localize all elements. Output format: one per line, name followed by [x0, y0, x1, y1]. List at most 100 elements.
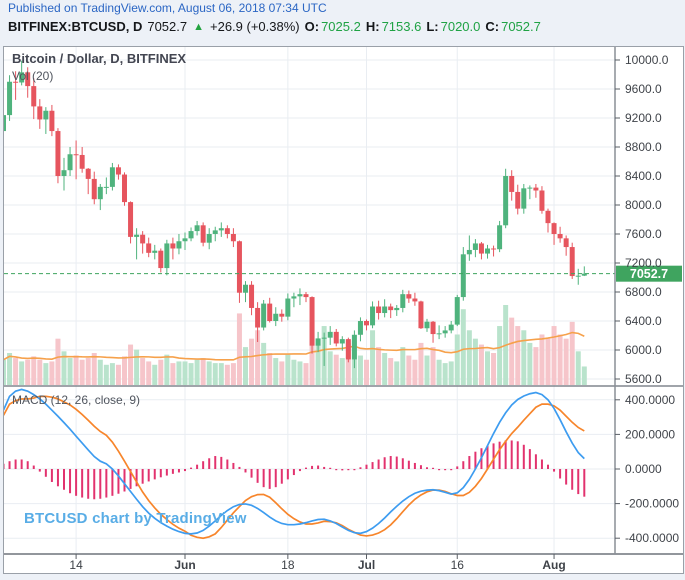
candle-body: [406, 294, 412, 299]
candle-body: [73, 154, 79, 156]
candle-body: [442, 330, 448, 334]
volume-bar: [19, 361, 25, 385]
candle-body: [315, 338, 321, 346]
volume-bar: [575, 351, 581, 385]
candle-body: [412, 298, 418, 302]
candle-body: [218, 228, 224, 231]
candle-body: [394, 307, 400, 311]
price-axis-label: 8800.0: [625, 140, 662, 154]
candle-body: [140, 234, 146, 244]
candle-body: [115, 167, 121, 175]
volume-bar: [43, 363, 49, 385]
candle-body: [109, 167, 115, 187]
chart-canvas[interactable]: 7052.7 10000.0 9600.0 9200.0 8800.0 8400.0 800…: [1, 47, 683, 573]
candle-body: [388, 306, 394, 311]
candle-body: [122, 174, 127, 203]
volume-bar: [388, 358, 394, 385]
volume-bar: [285, 354, 291, 385]
candle-body: [569, 247, 575, 277]
candle-body: [557, 234, 563, 239]
volume-bar: [55, 338, 61, 385]
price-axis-label: 6800.0: [625, 285, 662, 299]
volume-bar: [230, 363, 236, 385]
candle-body: [97, 186, 103, 200]
volume-bar: [176, 361, 182, 385]
volume-bar: [466, 330, 472, 385]
candle-body: [503, 176, 509, 226]
candle-body: [491, 248, 497, 250]
candle-body: [182, 238, 188, 242]
candle-body: [170, 243, 176, 249]
volume-bar: [485, 351, 490, 385]
volume-bar: [472, 338, 478, 385]
candle-body: [460, 254, 466, 298]
volume-bar: [158, 359, 164, 385]
volume-bar: [182, 361, 188, 385]
volume-bar: [273, 358, 279, 385]
symbol-info-bar: BITFINEX:BTCUSD, D 7052.7 ▲ +26.9 (+0.38…: [8, 19, 541, 34]
candle-body: [194, 225, 200, 232]
candle-body: [43, 110, 49, 120]
volume-bar: [243, 347, 248, 385]
candle-body: [25, 72, 31, 87]
ohlc-close: C: 7052.7: [485, 19, 541, 34]
volume-bar: [291, 359, 297, 385]
volume-bar: [400, 347, 406, 385]
time-axis-label: 18: [281, 558, 295, 572]
volume-ma-polyline: [3, 331, 585, 361]
candle-body: [128, 202, 134, 237]
volume-bar: [551, 326, 557, 385]
candle-body: [19, 72, 25, 83]
volume-bar: [85, 358, 91, 385]
macd-axis-labels: 400.0000 200.0000 0.0000 -200.0000 -400.0000: [615, 393, 679, 545]
candle-body: [478, 243, 484, 254]
volume-bar: [79, 359, 85, 385]
volume-bar: [103, 364, 109, 385]
candle-body: [267, 303, 273, 321]
time-axis-label: Jul: [358, 558, 375, 572]
volume-bar: [521, 330, 527, 385]
chart-container: 7052.7 10000.0 9600.0 9200.0 8800.0 8400.0 800…: [1, 46, 684, 574]
volume-bar: [545, 338, 551, 385]
time-axis-label: Aug: [542, 558, 565, 572]
volume-bar: [563, 338, 569, 385]
candle-body: [327, 331, 333, 338]
candle-body: [364, 321, 369, 326]
price-axis-label: 5600.0: [625, 372, 662, 386]
candle-body: [91, 178, 97, 200]
volume-bar: [279, 361, 285, 385]
volume-bar: [412, 359, 418, 385]
candle-body: [382, 306, 388, 314]
price-axis-label: 9600.0: [625, 82, 662, 96]
candle-body: [134, 234, 140, 237]
candle-body: [309, 297, 315, 346]
volume-bar: [394, 361, 400, 385]
volume-bar: [533, 347, 539, 385]
volume-bar: [515, 326, 521, 385]
candle-body: [357, 321, 363, 335]
candle-body: [400, 294, 406, 308]
volume-bar: [122, 356, 127, 385]
symbol-change: +26.9 (+0.38%): [210, 19, 300, 34]
volume-bar: [109, 363, 115, 385]
volume-bars-layer: [1, 305, 587, 385]
candle-body: [497, 225, 503, 250]
volume-bar: [170, 363, 176, 385]
time-axis-labels: 14 Jun 18 Jul 16 Aug: [69, 554, 566, 572]
grid-layer: [4, 47, 615, 554]
symbol-name: BITFINEX:BTCUSD, D: [8, 19, 143, 34]
volume-bar: [91, 353, 97, 385]
candle-body: [539, 190, 545, 211]
candle-body: [291, 296, 297, 299]
volume-bar: [442, 363, 448, 385]
candle-body: [13, 81, 19, 83]
candle-body: [261, 303, 267, 328]
last-price-layer: 7052.7: [4, 265, 682, 282]
volume-bar: [491, 353, 497, 385]
volume-bar: [7, 353, 13, 385]
volume-bar: [140, 358, 146, 385]
candle-body: [1, 115, 6, 132]
candle-body: [255, 307, 261, 328]
tradingview-watermark-link[interactable]: BTCUSD chart by TradingView: [24, 510, 247, 527]
candle-body: [279, 313, 285, 317]
